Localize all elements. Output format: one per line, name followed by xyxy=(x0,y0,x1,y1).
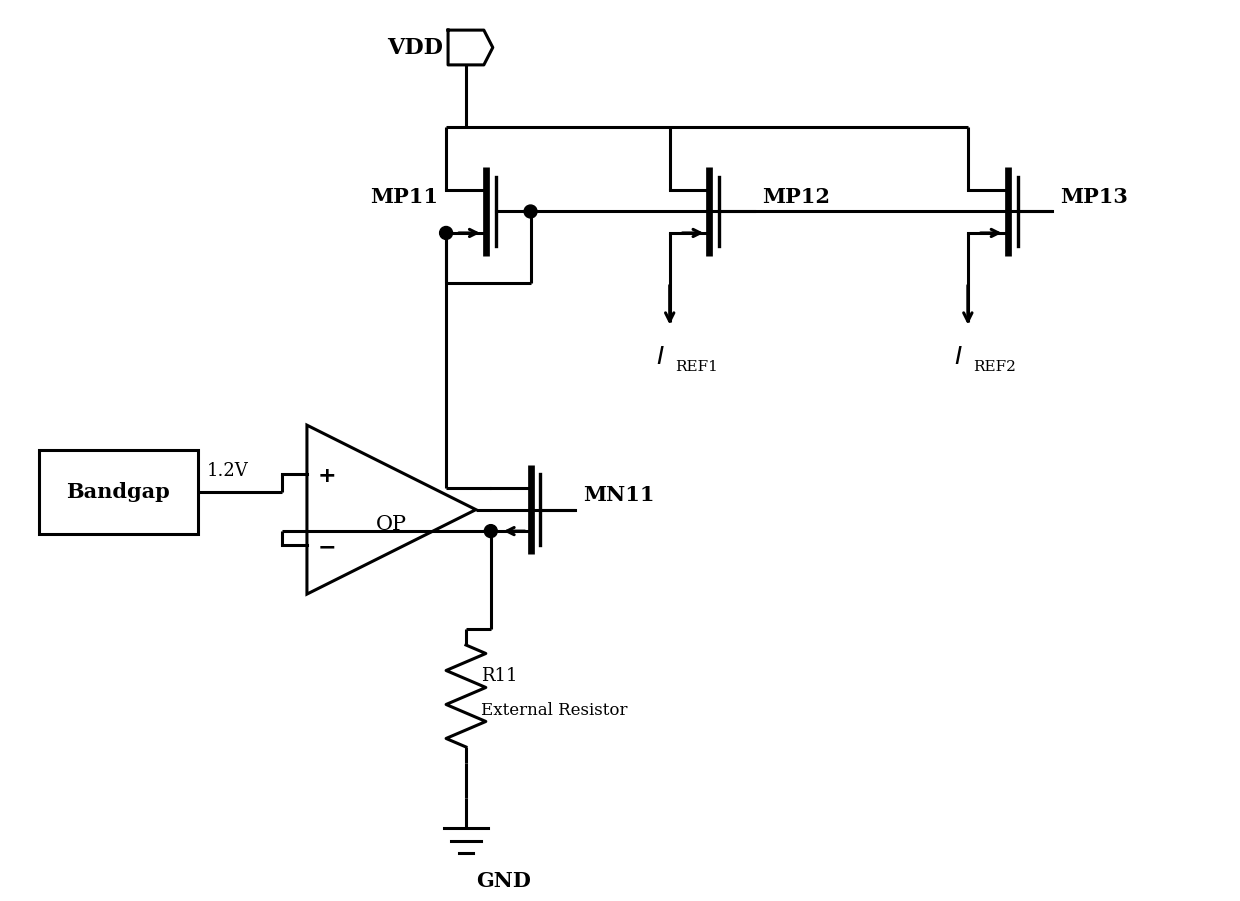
Text: +: + xyxy=(317,466,336,487)
Text: VDD: VDD xyxy=(387,37,443,59)
Text: MP12: MP12 xyxy=(763,187,830,206)
Text: R11: R11 xyxy=(481,667,517,685)
Text: GND: GND xyxy=(476,871,531,891)
Text: $I$: $I$ xyxy=(656,346,665,369)
Text: −: − xyxy=(317,537,336,557)
Text: $I$: $I$ xyxy=(954,346,963,369)
Text: OP: OP xyxy=(376,515,407,534)
Circle shape xyxy=(485,524,497,538)
Circle shape xyxy=(440,226,453,240)
FancyBboxPatch shape xyxy=(38,450,197,534)
Text: 1.2V: 1.2V xyxy=(206,462,248,480)
Text: External Resistor: External Resistor xyxy=(481,703,627,719)
Circle shape xyxy=(525,205,537,218)
Text: Bandgap: Bandgap xyxy=(66,482,170,502)
Text: REF2: REF2 xyxy=(973,360,1016,374)
Text: MN11: MN11 xyxy=(583,485,655,505)
Text: MP13: MP13 xyxy=(1060,187,1128,206)
Text: MP11: MP11 xyxy=(370,187,438,206)
Text: REF1: REF1 xyxy=(675,360,718,374)
